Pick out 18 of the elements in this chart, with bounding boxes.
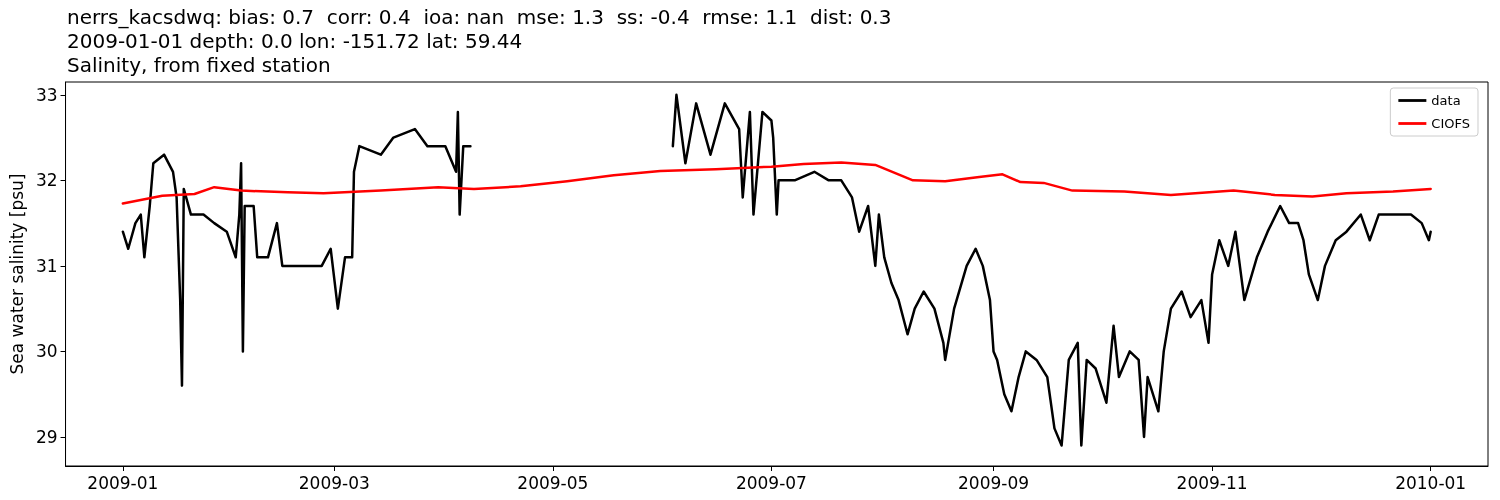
legend-label: CIOFS bbox=[1431, 116, 1471, 131]
x-tick-label: 2009-07 bbox=[735, 472, 807, 493]
y-tick-label: 29 bbox=[35, 426, 58, 447]
y-tick-label: 33 bbox=[35, 84, 58, 105]
x-tick-label: 2009-03 bbox=[298, 472, 370, 493]
legend-label: data bbox=[1431, 93, 1461, 108]
chart-title: nerrs_kacsdwq: bias: 0.7 corr: 0.4 ioa: nan mse: 1.3 ss: -0.4 rmse: 1.1 dist: 0.3 bbox=[67, 5, 892, 29]
y-tick-label: 32 bbox=[35, 170, 58, 191]
x-tick-label: 2009-11 bbox=[1176, 472, 1248, 493]
y-tick-label: 30 bbox=[35, 341, 58, 362]
y-axis-title: Sea water salinity [psu] bbox=[6, 173, 27, 375]
x-tick-label: 2009-09 bbox=[958, 472, 1030, 493]
x-tick-label: 2009-05 bbox=[517, 472, 589, 493]
line-series bbox=[121, 161, 1432, 205]
y-tick-label: 31 bbox=[35, 255, 58, 276]
chart-subtitle: 2009-01-01 depth: 0.0 lon: -151.72 lat: 59.44 Salinity, from fixed station bbox=[67, 29, 523, 77]
x-tick-label: 2010-01 bbox=[1395, 472, 1467, 493]
x-tick-label: 2009-01 bbox=[87, 472, 159, 493]
